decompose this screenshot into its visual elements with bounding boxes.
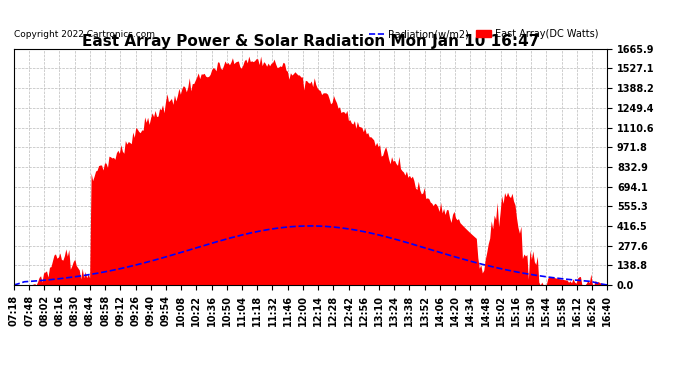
Legend: Radiation(w/m2), East Array(DC Watts): Radiation(w/m2), East Array(DC Watts) <box>366 25 602 43</box>
Text: Copyright 2022 Cartronics.com: Copyright 2022 Cartronics.com <box>14 30 155 39</box>
Title: East Array Power & Solar Radiation Mon Jan 10 16:47: East Array Power & Solar Radiation Mon J… <box>82 34 539 49</box>
